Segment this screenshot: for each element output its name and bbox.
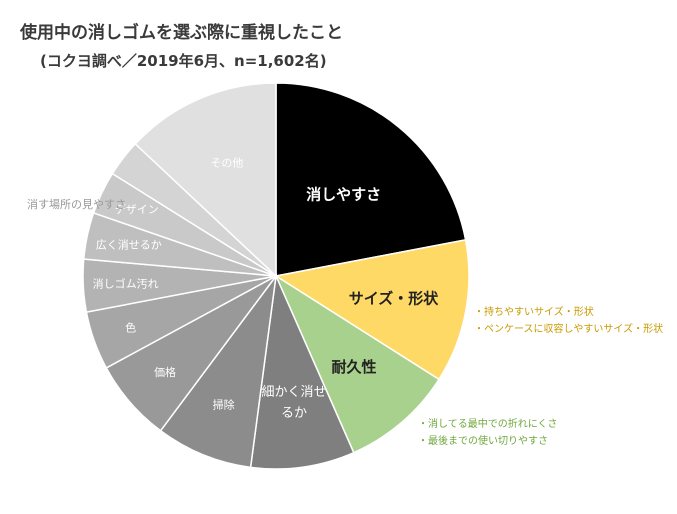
slice-label-design: デザイン xyxy=(115,202,159,216)
slice-label-cleaning: 掃除 xyxy=(213,398,235,412)
pie-slice-other xyxy=(134,82,277,278)
chart-title: 使用中の消しゴムを選ぶ際に重視したこと xyxy=(20,23,343,43)
pie-slice-size-shape xyxy=(273,238,470,381)
pie-slice-durability xyxy=(274,274,440,454)
slice-label-wide-erase: 広く消せるか xyxy=(96,237,162,251)
slice-label-visibility: 消す場所の見やすさ xyxy=(27,197,126,211)
annotation-line: ・持ちやすいサイズ・形状 xyxy=(474,307,594,318)
slice-label-eraser-dirt: 消しゴム汚れ xyxy=(93,276,159,290)
annotation-line: ・ペンケースに収容しやすいサイズ・形状 xyxy=(474,324,664,335)
slice-label-other: その他 xyxy=(210,156,243,169)
annotation-line: ・消してる最中での折れにくさ xyxy=(418,419,558,430)
slice-label-durability: 耐久性 xyxy=(331,358,376,376)
annotation-durability: ・消してる最中での折れにくさ ・最後までの使い切りやすさ xyxy=(418,416,558,450)
chart-subtitle: (コクヨ調べ／2019年6月、n=1,602名) xyxy=(40,52,327,70)
annotation-size-shape: ・持ちやすいサイズ・形状 ・ペンケースに収容しやすいサイズ・形状 xyxy=(474,304,663,338)
slice-label-price: 価格 xyxy=(154,365,176,379)
pie-slice-cleaning xyxy=(159,273,278,469)
slice-label-size-shape: サイズ・形状 xyxy=(349,290,440,308)
slice-label-color: 色 xyxy=(125,321,136,335)
slice-label-fine-erase: 細かく消せるか xyxy=(261,385,326,421)
annotation-line: ・最後までの使い切りやすさ xyxy=(418,436,548,447)
pie-slice-fine-erase xyxy=(249,273,355,470)
slice-label-keshiyasusa: 消しやすさ xyxy=(306,185,381,203)
pie-slice-keshiyasusa xyxy=(275,82,467,277)
